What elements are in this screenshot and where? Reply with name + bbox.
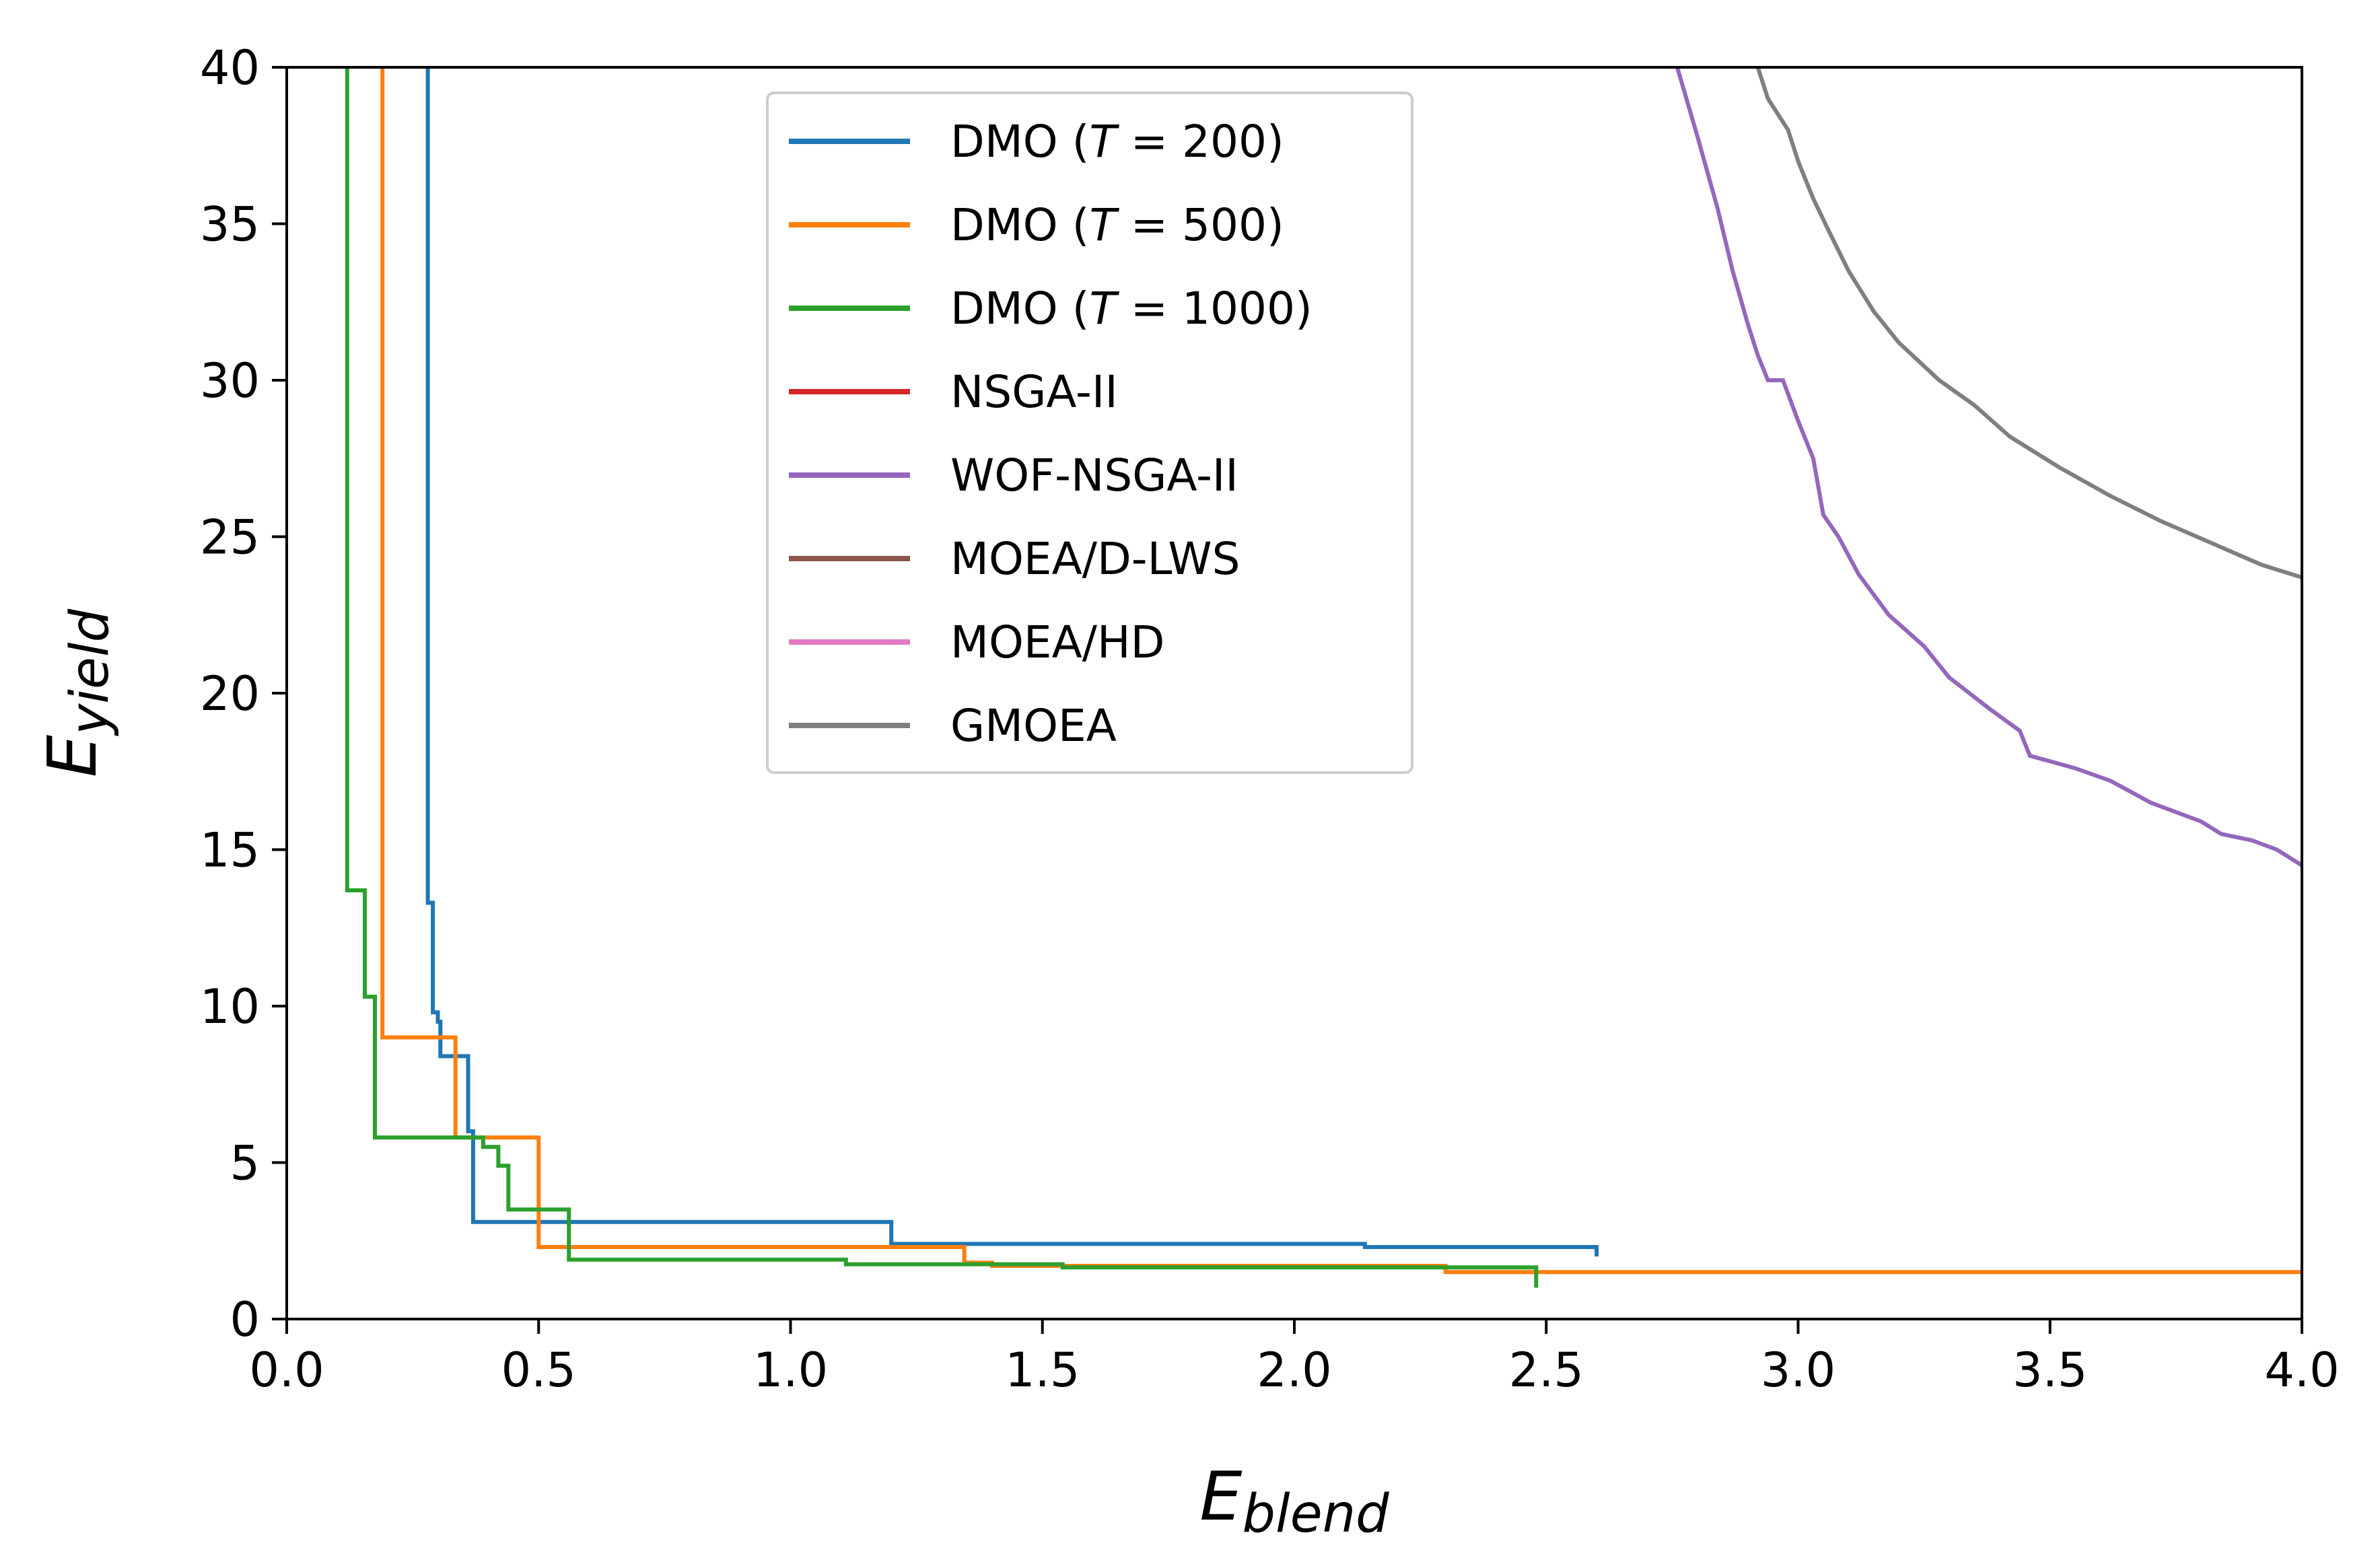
- legend-label: WOF-NSGA-II: [950, 450, 1238, 501]
- legend-label: DMO (T = 1000): [950, 283, 1312, 334]
- series-line-wof-nsga-ii: [1675, 67, 2302, 867]
- y-axis-label: Eyield: [33, 608, 120, 777]
- y-axis-label-sub: yield: [60, 608, 120, 736]
- y-tick-label: 15: [200, 823, 260, 878]
- y-tick-label: 35: [200, 197, 260, 252]
- x-tick-label: 0.5: [501, 1343, 576, 1398]
- x-tick-label: 1.0: [753, 1343, 828, 1398]
- y-tick-label: 20: [200, 666, 260, 721]
- x-tick-label: 3.5: [2013, 1343, 2087, 1398]
- legend-label: DMO (T = 500): [950, 199, 1284, 251]
- x-tick-label: 1.5: [1005, 1343, 1080, 1398]
- series-line-gmoea: [1755, 67, 2302, 579]
- x-axis-label-main: E: [1199, 1457, 1242, 1536]
- legend-box: [766, 92, 1413, 774]
- y-tick-label: 30: [200, 353, 260, 408]
- legend-label: GMOEA: [950, 700, 1117, 752]
- y-tick-label: 10: [200, 979, 260, 1034]
- legend-label: MOEA/HD: [950, 616, 1164, 668]
- y-tick-label: 40: [200, 40, 260, 96]
- y-tick-label: 0: [230, 1292, 260, 1347]
- x-tick-label: 4.0: [2264, 1343, 2339, 1398]
- legend-label: NSGA-II: [950, 366, 1118, 418]
- x-axis-label: Eblend: [1199, 1457, 1389, 1544]
- y-tick-label: 5: [230, 1136, 260, 1191]
- x-axis-label-sub: blend: [1242, 1484, 1390, 1544]
- x-tick-label: 2.5: [1509, 1343, 1584, 1398]
- x-axis: 0.0 0.5 1.0 1.5 2.0 2.5 3.0 3.5 4.0: [249, 1319, 2340, 1398]
- x-tick-label: 2.0: [1257, 1343, 1331, 1398]
- x-tick-label: 3.0: [1761, 1343, 1835, 1398]
- legend: DMO (T = 200) DMO (T = 500) DMO (T = 1000)…: [766, 92, 1413, 774]
- series-line-dmo-t-200: [425, 67, 1599, 1256]
- series-line-dmo-t-1000: [345, 67, 1539, 1288]
- y-axis-label-main: E: [33, 735, 112, 777]
- plot-area: [345, 67, 2302, 1288]
- y-axis: 0 5 10 15 20 25 30 35 40: [200, 40, 287, 1347]
- y-tick-label: 25: [200, 510, 260, 565]
- x-tick-label: 0.0: [249, 1343, 324, 1398]
- legend-label: DMO (T = 200): [950, 116, 1284, 168]
- legend-label: MOEA/D-LWS: [950, 533, 1240, 585]
